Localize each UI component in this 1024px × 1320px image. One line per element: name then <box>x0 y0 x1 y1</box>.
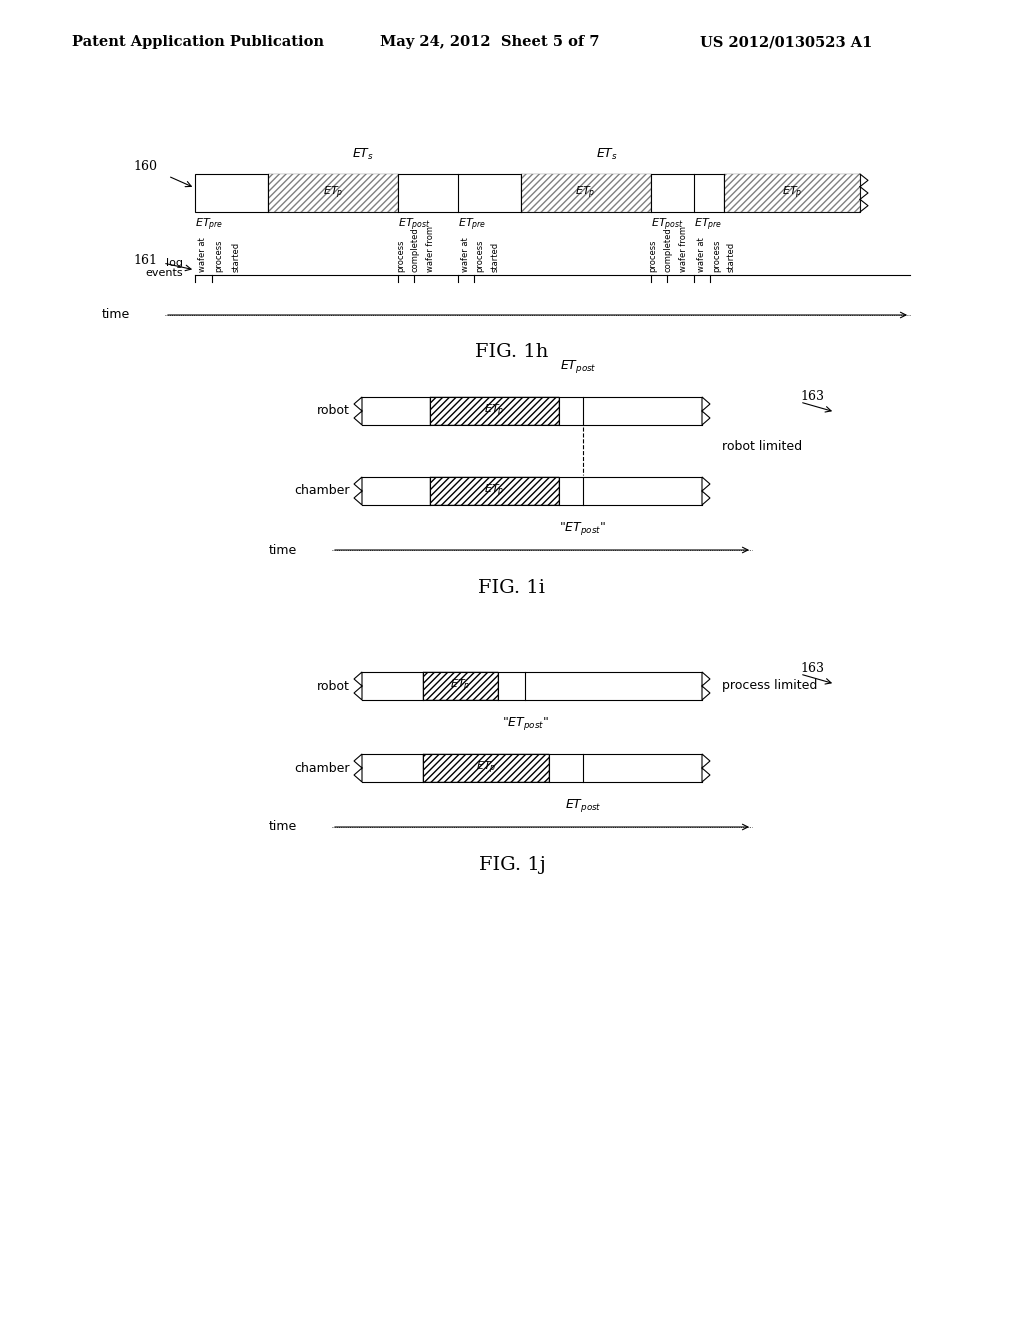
Text: $ET_{pre}$: $ET_{pre}$ <box>195 216 223 234</box>
Bar <box>268 174 398 213</box>
Text: time: time <box>268 821 297 833</box>
Text: $ET_p$: $ET_p$ <box>484 403 505 420</box>
Text: $ET_{post}$: $ET_{post}$ <box>560 358 596 375</box>
Polygon shape <box>354 672 362 700</box>
Polygon shape <box>702 754 710 781</box>
Text: time: time <box>268 544 297 557</box>
Text: started: started <box>727 242 736 272</box>
Text: $ET_p$: $ET_p$ <box>476 760 497 776</box>
Polygon shape <box>354 754 362 781</box>
Text: completed: completed <box>664 227 673 272</box>
Text: 161: 161 <box>133 253 157 267</box>
Text: $ET_p$: $ET_p$ <box>451 677 471 694</box>
Text: wafer at: wafer at <box>696 238 706 272</box>
Text: $ET_{post}$: $ET_{post}$ <box>564 797 601 814</box>
Bar <box>362 397 702 425</box>
Text: US 2012/0130523 A1: US 2012/0130523 A1 <box>700 36 872 49</box>
Text: events: events <box>145 268 183 279</box>
Text: robot: robot <box>317 680 350 693</box>
Text: "$ET_{post}$": "$ET_{post}$" <box>502 715 549 733</box>
Text: process: process <box>215 239 223 272</box>
Text: process: process <box>476 239 484 272</box>
Text: started: started <box>490 242 500 272</box>
Bar <box>362 672 702 700</box>
Text: wafer at: wafer at <box>198 238 207 272</box>
Text: started: started <box>231 242 241 272</box>
Text: 163: 163 <box>800 389 824 403</box>
Polygon shape <box>702 397 710 425</box>
Bar <box>430 477 559 506</box>
Bar <box>724 174 860 213</box>
Bar <box>423 754 549 781</box>
Text: process: process <box>712 239 721 272</box>
Text: $ET_p$: $ET_p$ <box>781 185 802 201</box>
Text: FIG. 1h: FIG. 1h <box>475 343 549 360</box>
Text: 160: 160 <box>133 160 157 173</box>
Text: process: process <box>648 239 657 272</box>
Text: chamber: chamber <box>295 762 350 775</box>
Text: $ET_{pre}$: $ET_{pre}$ <box>458 216 486 234</box>
Text: time: time <box>101 309 130 322</box>
Text: wafer from: wafer from <box>679 226 687 272</box>
Text: $ET_p$: $ET_p$ <box>575 185 596 201</box>
Bar <box>430 397 559 425</box>
Text: log: log <box>166 257 183 268</box>
Text: process limited: process limited <box>722 680 817 693</box>
Text: May 24, 2012  Sheet 5 of 7: May 24, 2012 Sheet 5 of 7 <box>380 36 599 49</box>
Text: Patent Application Publication: Patent Application Publication <box>72 36 324 49</box>
Text: FIG. 1j: FIG. 1j <box>478 855 546 874</box>
Polygon shape <box>702 477 710 506</box>
Bar <box>362 477 702 506</box>
Text: wafer at: wafer at <box>461 238 470 272</box>
Polygon shape <box>354 397 362 425</box>
Bar <box>521 174 650 213</box>
Text: wafer from: wafer from <box>426 226 435 272</box>
Text: chamber: chamber <box>295 484 350 498</box>
Text: $ET_s$: $ET_s$ <box>352 147 374 161</box>
Bar <box>362 754 702 781</box>
Text: $ET_s$: $ET_s$ <box>596 147 618 161</box>
Polygon shape <box>354 477 362 506</box>
Text: $ET_p$: $ET_p$ <box>484 483 505 499</box>
Text: process: process <box>396 239 404 272</box>
Text: $ET_{post}$: $ET_{post}$ <box>650 216 683 234</box>
Bar <box>423 672 498 700</box>
Text: $ET_p$: $ET_p$ <box>323 185 343 201</box>
Text: robot limited: robot limited <box>722 440 802 453</box>
Bar <box>195 174 860 213</box>
Text: $ET_{post}$: $ET_{post}$ <box>398 216 431 234</box>
Text: FIG. 1i: FIG. 1i <box>478 579 546 597</box>
Polygon shape <box>702 672 710 700</box>
Text: $ET_{pre}$: $ET_{pre}$ <box>693 216 722 234</box>
Text: completed: completed <box>411 227 420 272</box>
Text: "$ET_{post}$": "$ET_{post}$" <box>559 520 606 537</box>
Text: robot: robot <box>317 404 350 417</box>
Text: 163: 163 <box>800 663 824 675</box>
